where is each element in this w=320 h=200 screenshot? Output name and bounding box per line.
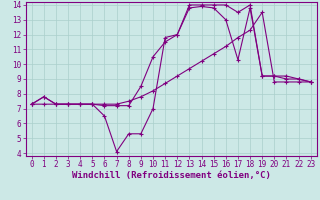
X-axis label: Windchill (Refroidissement éolien,°C): Windchill (Refroidissement éolien,°C): [72, 171, 271, 180]
